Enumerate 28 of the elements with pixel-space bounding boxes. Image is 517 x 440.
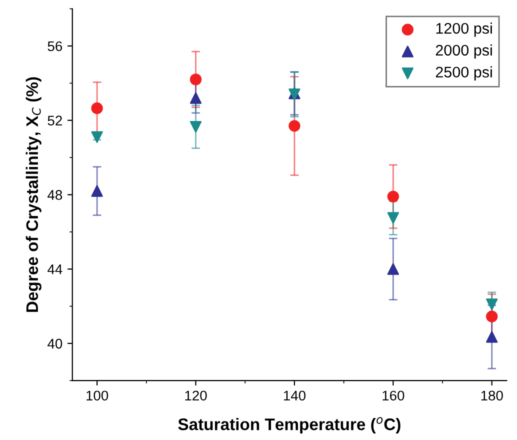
x-axis-title: Saturation Temperature ($^{o}$C) [178, 417, 400, 434]
legend-label: 2000 psi [436, 44, 492, 59]
x-tick-label: 140 [284, 390, 306, 401]
y-tick-label: 52 [48, 116, 62, 126]
point [486, 298, 498, 310]
x-tick-label: 160 [382, 390, 404, 401]
y-tick-label: 44 [48, 264, 62, 274]
point [91, 131, 103, 143]
legend-label: 2500 psi [436, 66, 492, 81]
point [486, 331, 498, 343]
y-tick-label: 56 [48, 41, 62, 52]
x-tick-label: 180 [481, 390, 503, 401]
point [387, 263, 399, 275]
point [486, 310, 498, 322]
point [190, 74, 202, 86]
point [387, 212, 399, 224]
x-tick-label: 120 [185, 390, 207, 401]
point [288, 120, 300, 132]
point [190, 92, 202, 104]
point [387, 190, 399, 202]
point [91, 102, 103, 114]
point [190, 121, 202, 133]
y-axis-title: Degree of Crystallinity, X$_{C}$ (%) [26, 77, 42, 312]
point [91, 185, 103, 197]
x-tick-label: 100 [86, 390, 108, 401]
y-tick-label: 40 [48, 338, 62, 349]
y-tick-label: 48 [48, 190, 62, 200]
legend-label: 1200 psi [436, 22, 492, 37]
